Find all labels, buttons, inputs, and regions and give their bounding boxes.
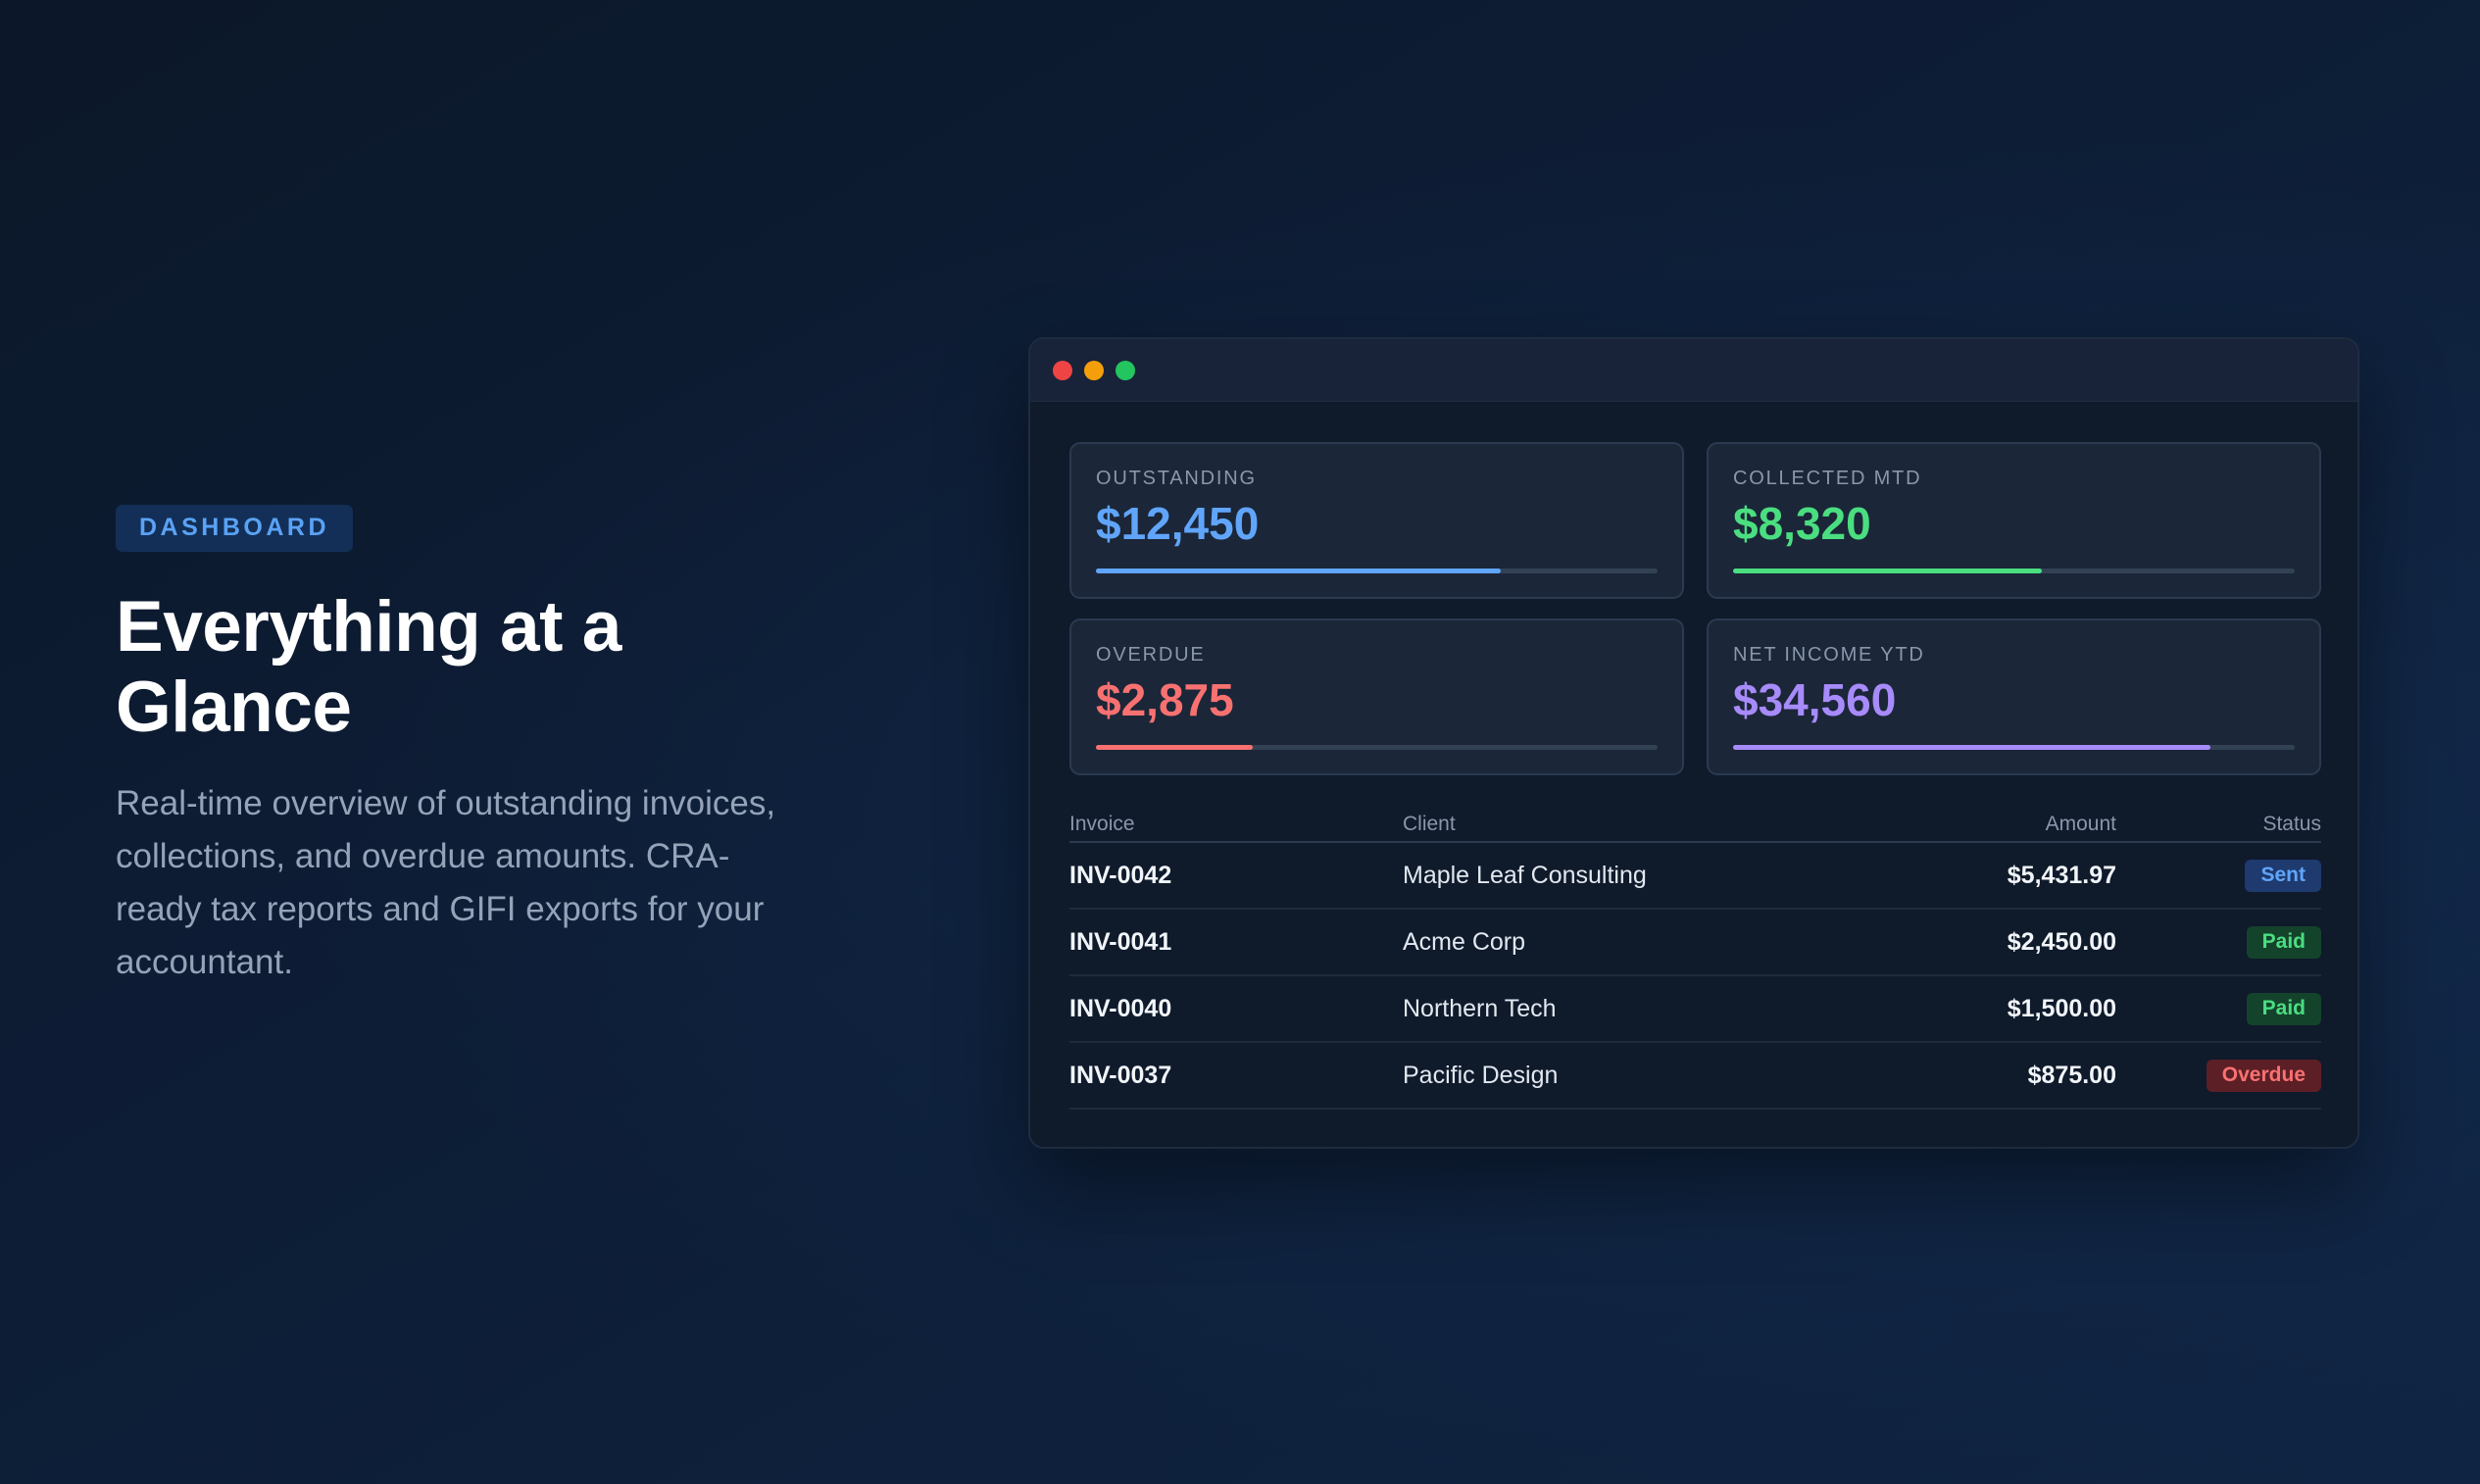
invoice-number-cell[interactable]: INV-0037: [1069, 1061, 1172, 1089]
status-badge: Sent: [2245, 859, 2321, 892]
dashboard-eyebrow-badge: DASHBOARD: [116, 505, 353, 552]
stat-progress-track: [1733, 569, 2295, 573]
maximize-window-dot-icon[interactable]: [1116, 360, 1135, 380]
stat-cards-grid: OUTSTANDING $12,450 COLLECTED MTD $8,320…: [1069, 442, 2321, 775]
status-badge: Overdue: [2206, 1059, 2321, 1092]
stat-card-net-income-ytd[interactable]: NET INCOME YTD $34,560: [1707, 618, 2321, 775]
stat-card-collected-mtd[interactable]: COLLECTED MTD $8,320: [1707, 442, 2321, 599]
window-titlebar: [1030, 339, 2357, 402]
hero-description: Real-time overview of outstanding invoic…: [116, 784, 776, 981]
stat-card-value: $2,875: [1096, 674, 1234, 725]
status-cell: Paid: [2116, 925, 2321, 959]
invoices-table: Invoice Client Amount Status INV-0042 Ma…: [1069, 808, 2321, 1110]
stat-card-value: $12,450: [1096, 498, 1260, 549]
stat-progress-fill: [1733, 745, 2211, 750]
column-header-amount[interactable]: Amount: [2045, 813, 2116, 835]
minimize-window-dot-icon[interactable]: [1084, 360, 1104, 380]
stat-progress-track: [1096, 745, 1658, 750]
status-cell: Sent: [2116, 859, 2321, 892]
stat-card-outstanding[interactable]: OUTSTANDING $12,450: [1069, 442, 1684, 599]
table-row[interactable]: INV-0040 Northern Tech $1,500.00 Paid: [1069, 976, 2321, 1043]
table-row[interactable]: INV-0041 Acme Corp $2,450.00 Paid: [1069, 910, 2321, 976]
client-name-cell: Acme Corp: [1403, 927, 1526, 956]
column-header-client[interactable]: Client: [1403, 813, 1456, 835]
stat-progress-fill: [1096, 745, 1254, 750]
table-row[interactable]: INV-0037 Pacific Design $875.00 Overdue: [1069, 1043, 2321, 1110]
stat-progress-track: [1733, 745, 2295, 750]
client-name-cell: Pacific Design: [1403, 1061, 1559, 1089]
amount-cell: $5,431.97: [2007, 861, 2116, 889]
status-cell: Paid: [2116, 992, 2321, 1025]
hero-title-line-2: Glance: [116, 668, 352, 747]
column-header-status[interactable]: Status: [2262, 813, 2321, 835]
status-cell: Overdue: [2116, 1059, 2321, 1092]
status-badge: Paid: [2246, 925, 2321, 959]
close-window-dot-icon[interactable]: [1053, 360, 1072, 380]
stat-card-label: OVERDUE: [1096, 644, 1206, 666]
invoice-number-cell[interactable]: INV-0041: [1069, 927, 1172, 956]
stat-card-label: NET INCOME YTD: [1733, 644, 1925, 666]
stat-card-label: OUTSTANDING: [1096, 468, 1257, 489]
stat-card-label: COLLECTED MTD: [1733, 468, 1922, 489]
hero-title-line-1: Everything at a: [116, 587, 621, 667]
client-name-cell: Northern Tech: [1403, 994, 1557, 1022]
invoice-number-cell[interactable]: INV-0042: [1069, 861, 1172, 889]
status-badge: Paid: [2246, 992, 2321, 1025]
table-row[interactable]: INV-0042 Maple Leaf Consulting $5,431.97…: [1069, 843, 2321, 910]
column-header-invoice[interactable]: Invoice: [1069, 813, 1135, 835]
amount-cell: $1,500.00: [2007, 994, 2116, 1022]
client-name-cell: Maple Leaf Consulting: [1403, 861, 1647, 889]
table-header-row: Invoice Client Amount Status: [1069, 808, 2321, 843]
hero-section: DASHBOARD Everything at a Glance Real-ti…: [116, 505, 802, 989]
stat-progress-track: [1096, 569, 1658, 573]
stat-card-value: $8,320: [1733, 498, 1871, 549]
invoice-number-cell[interactable]: INV-0040: [1069, 994, 1172, 1022]
dashboard-window: OUTSTANDING $12,450 COLLECTED MTD $8,320…: [1028, 337, 2359, 1149]
stat-progress-fill: [1733, 569, 2043, 573]
amount-cell: $875.00: [2027, 1061, 2116, 1089]
stat-card-overdue[interactable]: OVERDUE $2,875: [1069, 618, 1684, 775]
hero-title: Everything at a Glance: [116, 587, 802, 748]
stat-progress-fill: [1096, 569, 1501, 573]
amount-cell: $2,450.00: [2007, 927, 2116, 956]
stat-card-value: $34,560: [1733, 674, 1897, 725]
